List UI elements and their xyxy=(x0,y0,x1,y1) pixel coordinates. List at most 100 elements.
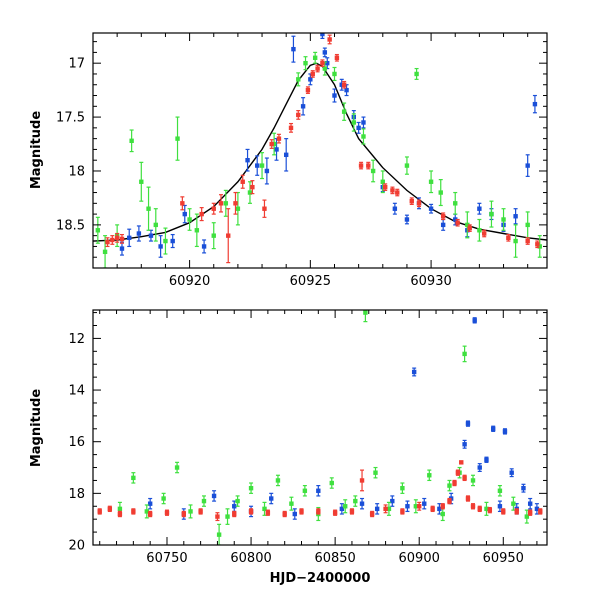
data-marker xyxy=(322,50,328,55)
bottom-green-point xyxy=(343,499,348,514)
top-blue-point xyxy=(356,121,361,134)
top-panel-frame xyxy=(92,32,548,269)
data-marker xyxy=(310,71,315,77)
data-marker xyxy=(248,485,254,491)
data-marker xyxy=(455,220,460,225)
bottom-y-tick-label: 14 xyxy=(68,384,85,399)
data-marker xyxy=(472,318,477,323)
bottom-red-point xyxy=(282,510,287,518)
data-marker xyxy=(174,465,180,470)
data-marker xyxy=(163,238,168,244)
top-y-tick-label: 18.5 xyxy=(56,218,85,233)
data-marker xyxy=(316,509,321,514)
top-red-point xyxy=(366,161,371,170)
bottom-red-point xyxy=(527,509,533,516)
bottom-blue-point xyxy=(527,497,533,510)
bottom-red-point xyxy=(248,508,254,515)
data-marker xyxy=(411,369,417,375)
bottom-green-point xyxy=(363,310,368,323)
top-blue-point xyxy=(477,202,482,215)
data-marker xyxy=(235,206,241,211)
data-marker xyxy=(198,509,203,514)
top-red-point xyxy=(288,122,294,133)
data-marker xyxy=(462,442,467,447)
data-marker xyxy=(316,488,321,493)
bottom-red-point xyxy=(538,508,543,515)
bottom-x-tick-label: 60800 xyxy=(230,551,271,566)
data-marker xyxy=(146,206,151,211)
data-marker xyxy=(490,426,496,431)
data-marker xyxy=(299,509,304,514)
bottom-red-point xyxy=(316,508,321,515)
bottom-blue-point xyxy=(521,483,526,493)
bottom-y-tick-label: 18 xyxy=(68,487,85,502)
data-marker xyxy=(315,66,320,71)
data-marker xyxy=(440,504,445,509)
data-marker xyxy=(359,478,365,483)
top-green-point xyxy=(95,216,101,244)
data-marker xyxy=(430,506,435,512)
top-green-point xyxy=(489,200,494,228)
top-blue-point xyxy=(201,239,207,254)
bottom-green-point xyxy=(386,501,392,516)
bottom-red-point xyxy=(447,497,452,505)
top-red-point xyxy=(482,229,487,238)
bottom-red-point xyxy=(97,508,102,515)
data-marker xyxy=(497,504,503,509)
top-green-point xyxy=(370,159,376,183)
top-green-point xyxy=(247,181,253,204)
bottom-x-tick-label: 60900 xyxy=(399,551,440,566)
data-marker xyxy=(390,188,395,193)
top-green-point xyxy=(211,222,216,250)
top-green-point xyxy=(271,132,277,156)
bottom-red-point xyxy=(452,479,457,487)
top-red-point xyxy=(262,199,267,218)
top-red-point xyxy=(218,194,224,213)
top-x-tick-label: 60925 xyxy=(290,274,331,289)
top-blue-point xyxy=(339,78,344,91)
top-red-point xyxy=(506,233,511,242)
top-red-point xyxy=(114,232,120,243)
data-marker xyxy=(269,496,274,501)
bottom-green-point xyxy=(462,345,467,363)
data-marker xyxy=(459,460,464,465)
top-panel-axes: 60920 60925 60930 17 17.5 18 18.5 xyxy=(56,33,547,289)
data-marker xyxy=(199,211,204,217)
top-blue-point xyxy=(291,35,296,63)
data-marker xyxy=(538,509,543,514)
top-blue-point xyxy=(148,229,154,242)
bottom-green-point xyxy=(353,495,358,507)
data-marker xyxy=(117,511,123,517)
data-marker xyxy=(470,504,476,509)
bottom-blue-point xyxy=(211,490,217,502)
top-blue-point xyxy=(332,88,337,103)
data-marker xyxy=(308,77,313,82)
data-marker xyxy=(296,112,301,118)
top-red-point xyxy=(390,186,395,195)
data-marker xyxy=(194,228,200,233)
data-marker xyxy=(482,231,487,236)
data-marker xyxy=(453,217,458,222)
bottom-blue-point xyxy=(472,317,477,324)
bottom-red-point xyxy=(198,508,203,515)
data-marker xyxy=(484,457,489,462)
bottom-red-point xyxy=(181,510,186,518)
data-marker xyxy=(232,504,237,509)
bottom-y-tick-label: 12 xyxy=(68,332,85,347)
data-marker xyxy=(374,506,380,512)
top-red-point xyxy=(409,197,414,205)
data-marker xyxy=(373,470,378,475)
data-marker xyxy=(489,211,494,217)
data-marker xyxy=(351,120,357,125)
top-series-red xyxy=(105,34,540,264)
bottom-blue-point xyxy=(359,497,365,510)
bottom-green-point xyxy=(248,482,254,494)
bottom-red-point xyxy=(107,505,113,513)
bottom-blue-point xyxy=(292,508,297,520)
data-marker xyxy=(417,504,422,509)
data-marker xyxy=(467,225,472,231)
bottom-green-point xyxy=(413,499,419,514)
bottom-panel: 60750 60800 60850 60900 60950 12 14 16 18 20 Magn… xyxy=(29,309,548,586)
data-marker xyxy=(248,509,254,514)
top-blue-point xyxy=(322,47,328,58)
